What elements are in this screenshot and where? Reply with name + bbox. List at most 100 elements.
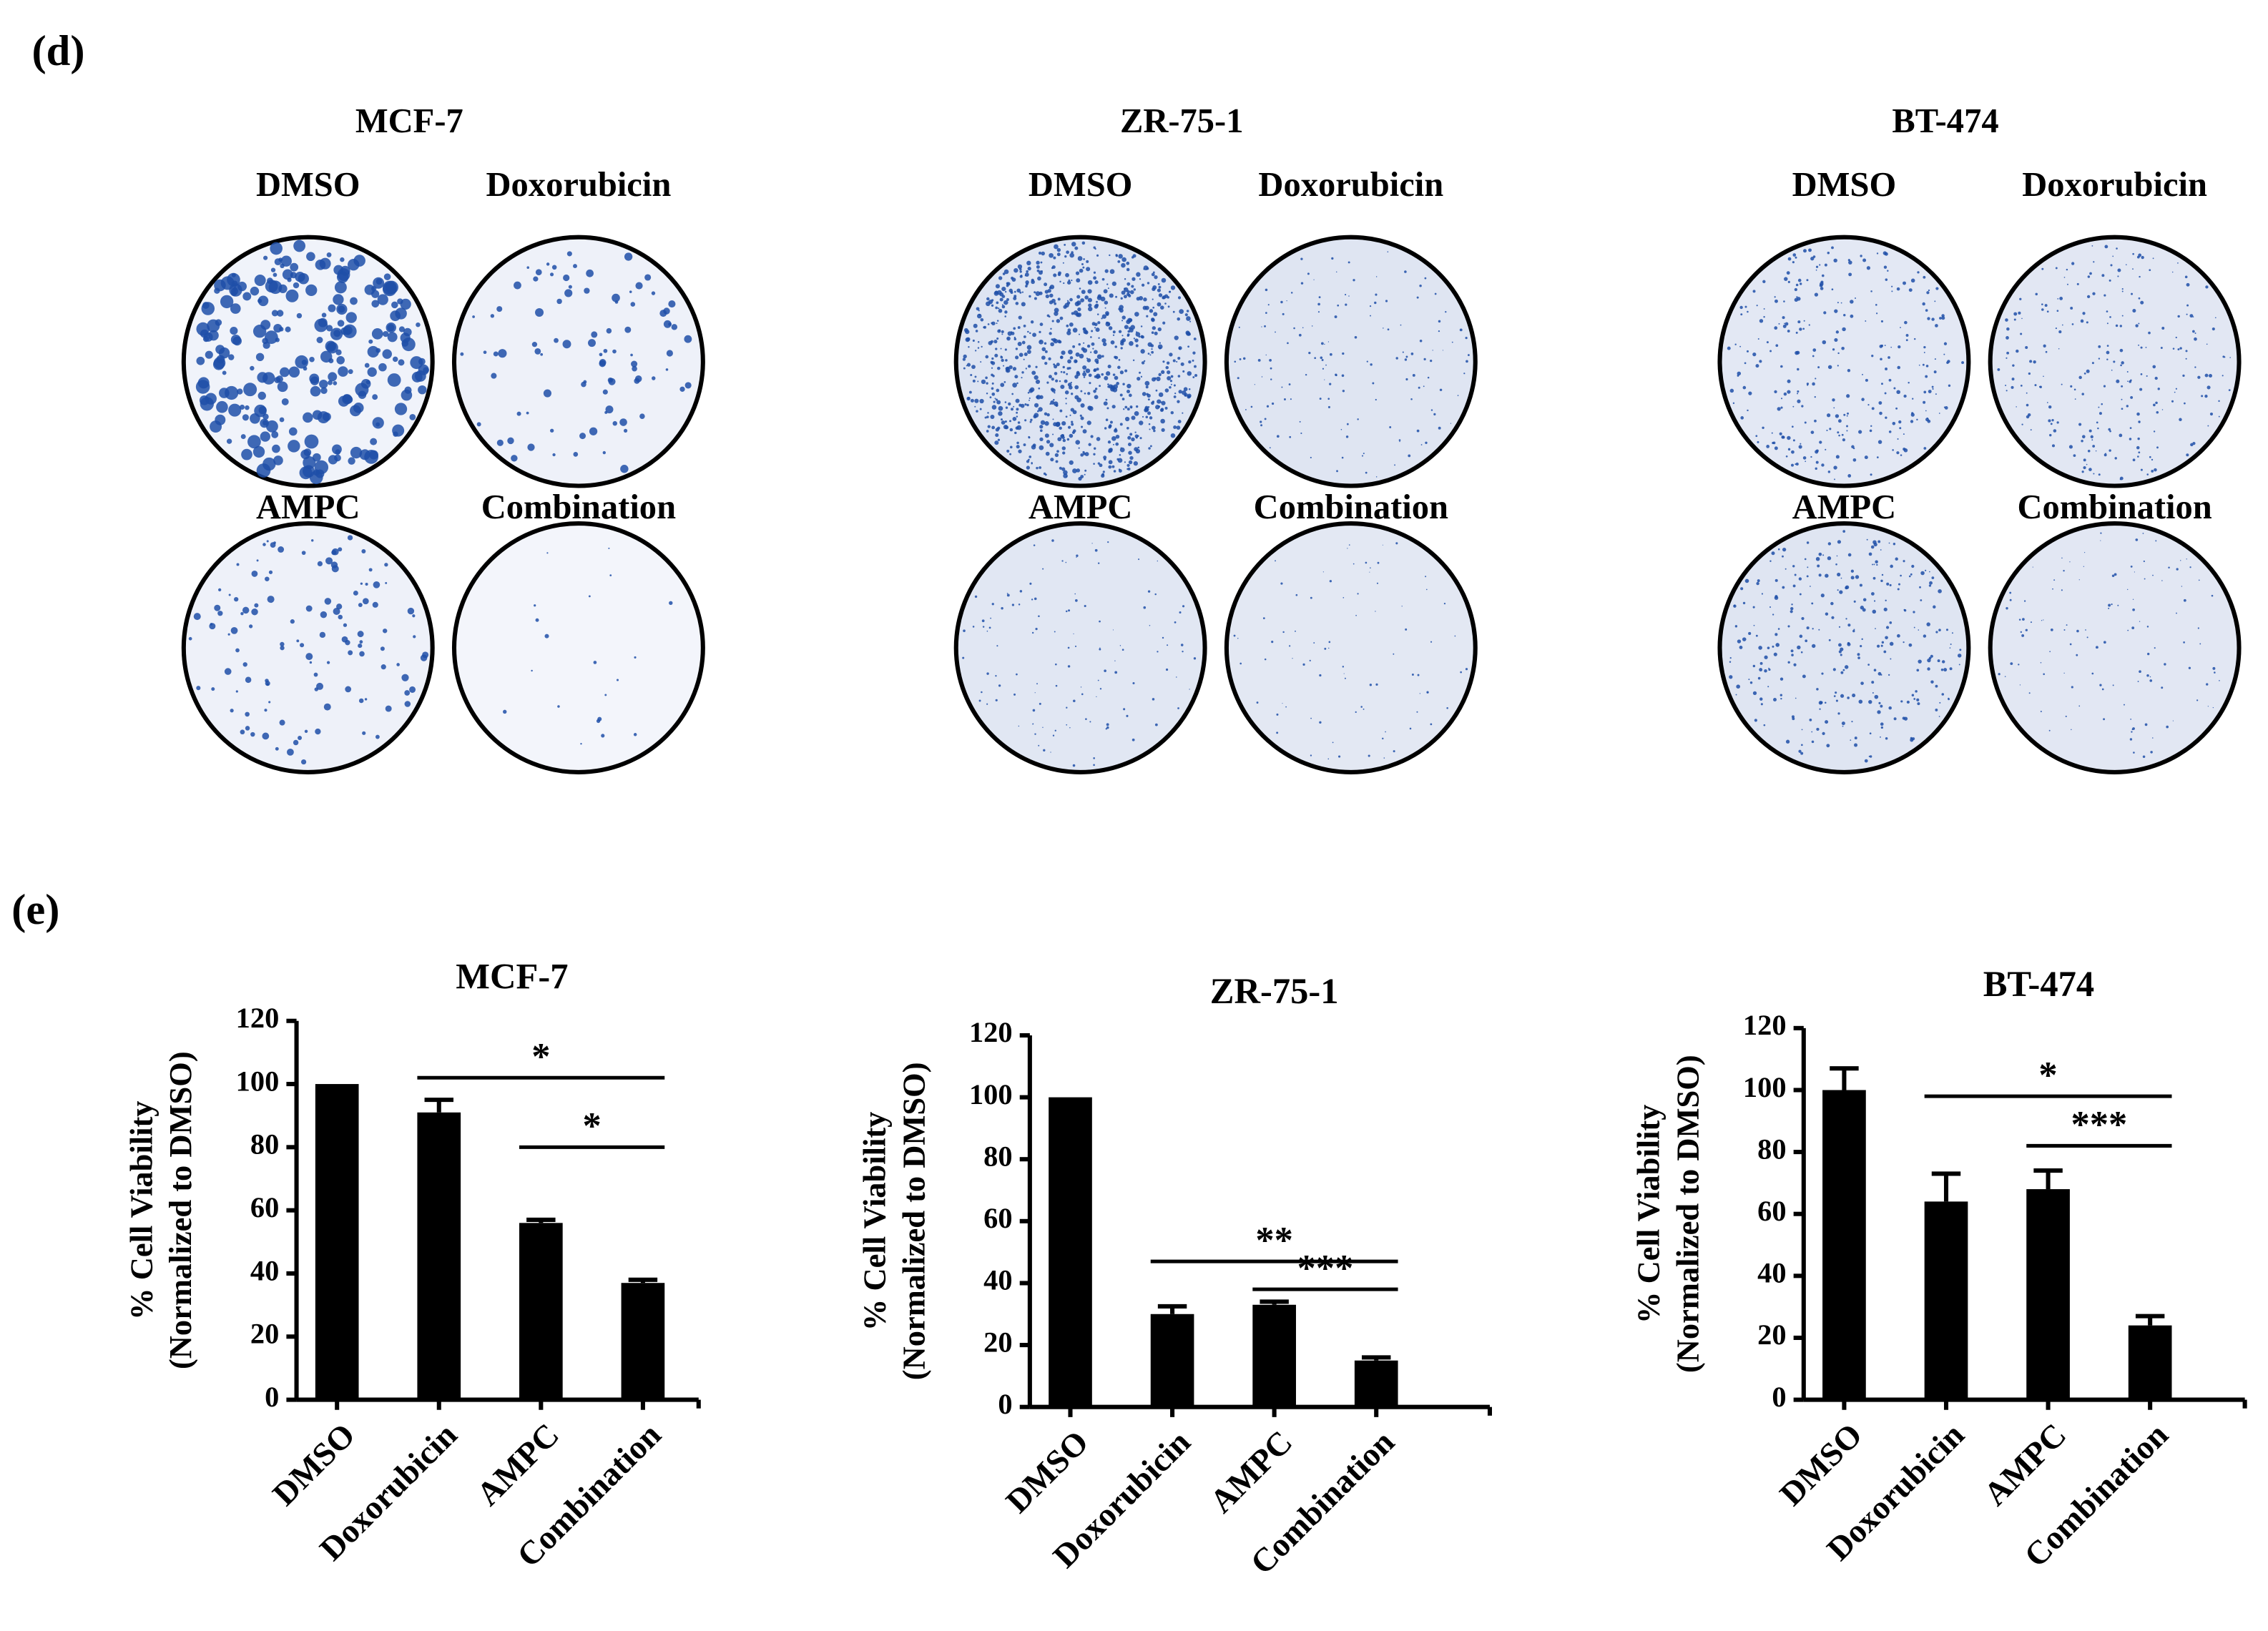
colony	[2186, 558, 2187, 560]
colony	[1427, 376, 1430, 379]
colony	[981, 345, 983, 348]
colony	[1003, 365, 1005, 367]
colony	[1320, 356, 1323, 360]
colony	[1015, 426, 1019, 430]
colony	[1752, 664, 1756, 668]
colony	[1774, 633, 1778, 636]
colony	[1846, 425, 1848, 428]
colony	[1027, 391, 1030, 394]
colony	[2114, 573, 2117, 576]
colony	[986, 630, 988, 632]
colony	[1410, 398, 1413, 400]
colony	[995, 306, 998, 310]
colony	[1188, 360, 1192, 364]
colony	[1075, 440, 1081, 445]
colony	[2229, 357, 2231, 358]
colony	[260, 431, 270, 442]
colony	[2197, 375, 2201, 379]
colony	[1872, 609, 1877, 614]
colony	[1176, 425, 1181, 430]
colony	[1816, 727, 1820, 731]
colony	[228, 593, 231, 596]
colony	[371, 328, 383, 340]
colony	[1837, 419, 1842, 423]
colony	[1245, 408, 1247, 410]
colony	[1729, 675, 1733, 679]
colony	[1779, 677, 1784, 681]
error-bar	[1260, 1299, 1289, 1305]
colony	[599, 360, 606, 368]
colony	[1927, 317, 1930, 320]
colony	[1290, 292, 1293, 294]
colony	[1043, 749, 1046, 752]
colony	[2061, 383, 2063, 385]
colony	[1835, 455, 1840, 459]
colony	[300, 643, 305, 648]
colony	[1064, 390, 1069, 395]
colony	[336, 356, 345, 365]
colony	[1133, 288, 1137, 291]
colony	[1059, 426, 1062, 430]
colony	[1451, 341, 1453, 343]
colony	[2078, 375, 2082, 380]
colony	[1066, 330, 1071, 335]
colony	[1024, 275, 1026, 277]
colony	[581, 381, 586, 388]
colony	[358, 644, 363, 649]
colony	[231, 290, 237, 297]
colony	[305, 653, 313, 661]
colony	[1147, 353, 1150, 355]
y-tick-label: 0	[265, 1381, 279, 1413]
colony	[1107, 440, 1111, 444]
colony	[345, 686, 352, 693]
colony	[1118, 307, 1121, 311]
colony	[1868, 552, 1872, 556]
colony	[2093, 473, 2095, 475]
colony	[616, 679, 619, 681]
colony	[1835, 414, 1840, 418]
colony	[1160, 401, 1162, 403]
colony	[2132, 458, 2136, 462]
colony	[1103, 401, 1108, 406]
colony	[1084, 295, 1089, 300]
colony	[1890, 564, 1893, 568]
colony	[2026, 392, 2028, 394]
colony	[1006, 298, 1009, 301]
colony	[1853, 600, 1856, 603]
colony	[1762, 280, 1766, 284]
colony	[1060, 384, 1065, 390]
colony	[1039, 429, 1043, 433]
colony	[1264, 418, 1267, 420]
colony	[1446, 706, 1448, 709]
colony	[1167, 644, 1169, 646]
colony	[981, 691, 983, 694]
colony	[994, 398, 996, 400]
colony	[985, 376, 988, 380]
colony	[1016, 382, 1018, 385]
colony	[974, 375, 977, 378]
colony	[2068, 445, 2073, 449]
colony	[1139, 437, 1142, 440]
colony	[236, 563, 240, 566]
colony	[996, 301, 999, 305]
colony	[1783, 300, 1785, 302]
colony	[977, 347, 980, 349]
colony	[394, 403, 408, 415]
colony	[1919, 586, 1921, 588]
colony	[1075, 271, 1080, 275]
colony	[310, 385, 321, 397]
colony	[972, 626, 975, 628]
colony	[1913, 698, 1916, 700]
colony	[1827, 365, 1832, 370]
colony	[1169, 353, 1173, 357]
colony	[1013, 405, 1015, 408]
colony	[1061, 421, 1066, 426]
colony	[2045, 350, 2048, 353]
colony	[1055, 663, 1057, 666]
colony	[1157, 288, 1162, 292]
colony	[1341, 456, 1344, 459]
colony	[1174, 335, 1179, 340]
colony	[1097, 294, 1101, 298]
colony	[1144, 380, 1150, 386]
colony	[1927, 658, 1931, 663]
